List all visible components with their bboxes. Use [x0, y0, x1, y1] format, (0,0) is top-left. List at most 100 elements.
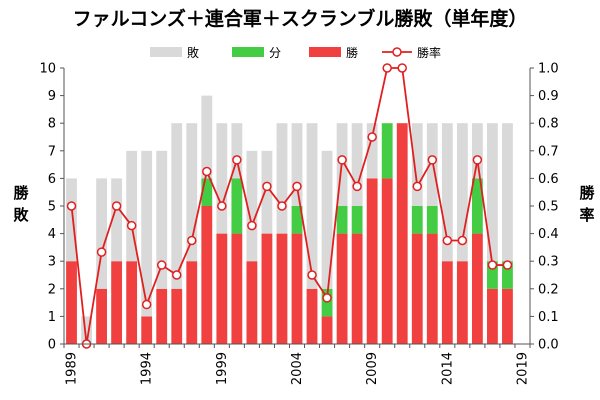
loss-bar-2001 [246, 150, 258, 262]
win-rate-point-2018 [502, 260, 513, 270]
win-bar-2018 [502, 288, 513, 344]
win-rate-point-2008 [352, 181, 362, 192]
tie-bar-2017 [487, 261, 498, 289]
win-rate-point-2001 [247, 220, 257, 231]
win-rate-point-1996 [171, 270, 182, 280]
win-bar-1997 [186, 261, 198, 344]
win-rate-point-2012 [412, 181, 423, 192]
tie-bar-2000 [231, 178, 243, 234]
legend-label: 勝率 [417, 45, 441, 60]
win-bar-2007 [336, 233, 348, 344]
right-tick-label: 0.5 [538, 200, 559, 215]
loss-bar-2014 [441, 123, 453, 262]
legend-swatch-勝 [309, 47, 341, 57]
left-tick-label: 4 [48, 227, 56, 242]
win-bar-1992 [111, 261, 123, 344]
win-rate-point-2013 [427, 155, 438, 165]
win-rate-point-1999 [217, 201, 227, 211]
tie-bar-2008 [351, 206, 363, 234]
loss-bar-2005 [306, 123, 318, 289]
loss-bar-2004 [291, 123, 303, 206]
left-tick-label: 8 [48, 117, 56, 132]
win-bar-2017 [487, 288, 498, 344]
win-rate-point-2002 [262, 181, 272, 192]
x-tick-label: 2009 [365, 352, 380, 385]
legend-swatch-marker [392, 47, 402, 57]
bars-group [66, 95, 513, 344]
left-tick-label: 7 [48, 144, 56, 159]
tie-bar-2016 [471, 178, 483, 234]
legend-swatch-敗 [150, 47, 182, 57]
legend-label: 分 [269, 46, 281, 60]
loss-bar-1996 [171, 123, 183, 289]
win-bar-2012 [411, 233, 423, 344]
left-tick-label: 3 [48, 255, 56, 270]
win-bar-2014 [441, 261, 453, 344]
win-rate-point-2015 [457, 235, 468, 246]
win-rate-point-2017 [487, 260, 498, 270]
loss-bar-2003 [276, 123, 288, 234]
win-bar-2006 [321, 316, 333, 344]
win-rate-line-group [66, 63, 513, 349]
win-rate-point-2014 [442, 235, 453, 246]
win-bar-2004 [291, 233, 303, 344]
tie-bar-2010 [381, 123, 393, 179]
win-rate-point-1997 [187, 235, 197, 246]
win-rate-point-2004 [292, 181, 302, 192]
x-tick-label: 2019 [515, 352, 530, 385]
win-bar-2003 [276, 233, 288, 344]
win-bar-1994 [141, 316, 153, 344]
right-tick-label: 0.6 [538, 172, 559, 187]
loss-bar-1990 [81, 316, 92, 344]
tie-bar-2004 [291, 206, 303, 234]
win-bar-1998 [201, 206, 213, 344]
left-axis-title-char: 敗 [13, 206, 29, 224]
loss-bar-2008 [351, 123, 363, 206]
win-bar-2002 [261, 233, 273, 344]
win-bar-2009 [366, 178, 378, 344]
left-tick-label: 9 [48, 89, 56, 104]
loss-bar-1994 [141, 150, 153, 317]
left-tick-label: 10 [39, 62, 56, 77]
win-bar-2011 [396, 123, 408, 344]
win-bar-2016 [471, 233, 483, 344]
win-bar-1991 [96, 288, 107, 344]
loss-bar-2012 [411, 123, 423, 206]
loss-bar-2015 [456, 123, 468, 262]
tie-bar-1998 [201, 178, 213, 206]
win-rate-point-2003 [277, 201, 287, 211]
x-tick-label: 2014 [440, 352, 455, 385]
loss-bar-2009 [366, 123, 378, 179]
tie-bar-2012 [411, 206, 423, 234]
x-tick-label: 2004 [290, 352, 305, 385]
right-tick-label: 0.7 [538, 144, 559, 159]
loss-bar-1991 [96, 178, 107, 289]
right-tick-label: 0.9 [538, 89, 559, 104]
right-axis-title-char: 率 [579, 206, 594, 224]
win-bar-2008 [351, 233, 363, 344]
left-tick-label: 1 [48, 310, 56, 325]
loss-bar-2018 [502, 123, 513, 262]
left-tick-label: 5 [48, 200, 56, 215]
tie-bar-2018 [502, 261, 513, 289]
left-tick-label: 2 [48, 282, 56, 297]
win-bar-2015 [456, 261, 468, 344]
win-rate-point-2005 [307, 270, 317, 280]
right-tick-label: 1.0 [538, 62, 559, 77]
loss-bar-1997 [186, 123, 198, 262]
win-rate-point-2009 [367, 132, 377, 142]
right-tick-label: 0.2 [538, 282, 559, 297]
right-axis-title-char: 勝 [579, 184, 595, 202]
loss-bar-2002 [261, 150, 273, 234]
loss-bar-2017 [487, 123, 498, 262]
win-bar-2005 [306, 288, 318, 344]
win-bar-1993 [126, 261, 138, 344]
win-bar-1999 [216, 233, 228, 344]
right-tick-label: 0.4 [538, 227, 559, 242]
win-bar-1989 [66, 261, 77, 344]
win-rate-point-2006 [322, 293, 332, 303]
axes-group: 0 1 2 3 4 5 6 7 8 9 10 0.0 0.1 0.2 0.3 0.4 0.5 0.6 0.7 0.8 0… [13, 62, 595, 386]
left-axis-title-char: 勝 [13, 184, 29, 202]
right-tick-label: 0.0 [538, 338, 559, 353]
